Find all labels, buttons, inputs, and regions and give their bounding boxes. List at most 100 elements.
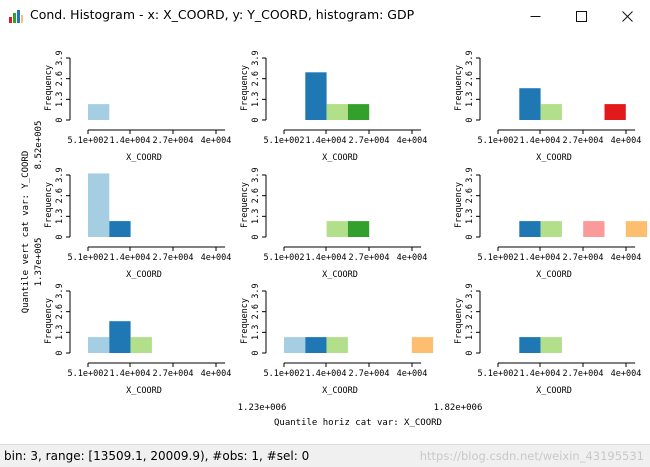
horiz-break-label: 1.82e+006	[434, 403, 483, 413]
histogram-bar[interactable]	[625, 221, 648, 237]
histogram-bar[interactable]	[326, 221, 348, 237]
y-tick-label: 2.6	[55, 188, 65, 203]
y-axis-title: Frequency	[44, 182, 54, 228]
y-tick-label: 1.3	[55, 92, 65, 107]
status-bar: bin: 3, range: [13509.1, 20009.9), #obs:…	[0, 444, 650, 467]
histogram-bar[interactable]	[305, 337, 327, 353]
histogram-bar[interactable]	[305, 72, 327, 120]
histogram-bar[interactable]	[88, 173, 110, 237]
y-axis-title: Frequency	[240, 182, 250, 228]
histogram-bar[interactable]	[130, 337, 152, 353]
x-tick-label: 1.4e+004	[110, 253, 151, 263]
vert-break-label: 1.37e+005	[34, 238, 44, 287]
app-logo-icon	[9, 10, 23, 23]
title-bar: Cond. Histogram - x: X_COORD, y: Y_COORD…	[0, 0, 650, 32]
x-tick-label: 5.1e+002	[68, 136, 109, 146]
histogram-bar[interactable]	[88, 104, 110, 120]
y-tick-label: 2.6	[55, 304, 65, 319]
y-tick-label: 2.6	[55, 71, 65, 86]
x-tick-label: 1.4e+004	[306, 369, 347, 379]
status-text: bin: 3, range: [13509.1, 20009.9), #obs:…	[4, 449, 310, 463]
y-tick-label: 2.6	[251, 188, 261, 203]
plot-area[interactable]: 0 1.3 2.6 3.9 Frequency 5.1e+002 1.4e+004 2.7e+…	[0, 32, 650, 444]
x-tick-label: 4e+004	[201, 136, 232, 146]
y-tick-label: 1.3	[465, 325, 475, 340]
x-tick-label: 2.7e+004	[349, 253, 390, 263]
y-tick-label: 1.3	[251, 92, 261, 107]
y-tick-label: 1.3	[465, 92, 475, 107]
y-tick-label: 2.6	[251, 71, 261, 86]
x-axis-title: X_COORD	[536, 153, 572, 163]
y-tick-label: 0	[55, 234, 65, 239]
histogram-bar[interactable]	[326, 337, 348, 353]
y-tick-label: 2.6	[465, 71, 475, 86]
y-tick-label: 3.9	[55, 283, 65, 298]
y-tick-label: 3.9	[55, 50, 65, 65]
x-tick-label: 1.4e+004	[306, 136, 347, 146]
y-axis-title: Frequency	[240, 65, 250, 111]
window-title: Cond. Histogram - x: X_COORD, y: Y_COORD…	[30, 7, 415, 22]
x-tick-label: 4e+004	[397, 253, 428, 263]
x-tick-label: 2.7e+004	[563, 136, 604, 146]
histogram-bar[interactable]	[519, 221, 541, 237]
x-tick-label: 5.1e+002	[264, 369, 305, 379]
histogram-bar[interactable]	[519, 88, 541, 120]
vert-cat-var-label: Quantile vert cat var: Y_COORD	[21, 151, 31, 314]
y-tick-label: 3.9	[251, 283, 261, 298]
y-tick-label: 1.3	[55, 209, 65, 224]
x-tick-label: 5.1e+002	[264, 253, 305, 263]
histogram-bar[interactable]	[519, 337, 541, 353]
x-axis-title: X_COORD	[536, 270, 572, 280]
x-tick-label: 4e+004	[201, 369, 232, 379]
y-tick-label: 0	[251, 234, 261, 239]
histogram-bar[interactable]	[109, 321, 131, 353]
histogram-bar[interactable]	[347, 221, 370, 237]
x-tick-label: 5.1e+002	[478, 253, 519, 263]
watermark-text: https://blog.csdn.net/weixin_43195531	[419, 449, 644, 463]
histogram-bar[interactable]	[411, 337, 434, 353]
x-tick-label: 2.7e+004	[153, 136, 194, 146]
x-tick-label: 4e+004	[397, 136, 428, 146]
histogram-bar[interactable]	[88, 337, 110, 353]
histogram-bar[interactable]	[326, 104, 348, 120]
y-tick-label: 1.3	[465, 209, 475, 224]
y-tick-label: 0	[465, 350, 475, 355]
x-tick-label: 2.7e+004	[153, 253, 194, 263]
histogram-bar[interactable]	[540, 221, 562, 237]
y-tick-label: 3.9	[251, 50, 261, 65]
x-axis-title: X_COORD	[322, 270, 358, 280]
close-icon	[621, 10, 633, 22]
minimize-icon	[530, 15, 540, 17]
y-tick-label: 0	[251, 350, 261, 355]
x-tick-label: 1.4e+004	[110, 136, 151, 146]
x-axis-title: X_COORD	[536, 386, 572, 396]
maximize-icon	[575, 10, 587, 22]
y-tick-label: 0	[465, 234, 475, 239]
y-axis-title: Frequency	[454, 182, 464, 228]
x-tick-label: 1.4e+004	[306, 253, 347, 263]
maximize-button[interactable]	[558, 0, 604, 32]
y-tick-label: 3.9	[251, 167, 261, 182]
histogram-bar[interactable]	[347, 104, 370, 120]
x-tick-label: 2.7e+004	[563, 253, 604, 263]
minimize-button[interactable]	[512, 0, 558, 32]
histogram-bar[interactable]	[604, 104, 626, 120]
y-axis-title: Frequency	[44, 298, 54, 344]
y-tick-label: 1.3	[251, 325, 261, 340]
histogram-bar[interactable]	[109, 221, 131, 237]
close-button[interactable]	[604, 0, 650, 32]
x-axis-title: X_COORD	[322, 386, 358, 396]
x-tick-label: 4e+004	[611, 369, 642, 379]
histogram-bar[interactable]	[583, 221, 605, 237]
horiz-cat-var-label: Quantile horiz cat var: X_COORD	[274, 418, 442, 428]
x-tick-label: 5.1e+002	[264, 136, 305, 146]
histogram-bar[interactable]	[540, 337, 562, 353]
histogram-bar[interactable]	[540, 104, 562, 120]
y-axis-title: Frequency	[44, 65, 54, 111]
y-axis-title: Frequency	[240, 298, 250, 344]
x-tick-label: 5.1e+002	[68, 253, 109, 263]
histogram-bar[interactable]	[284, 337, 306, 353]
y-tick-label: 1.3	[251, 209, 261, 224]
x-tick-label: 2.7e+004	[349, 136, 390, 146]
